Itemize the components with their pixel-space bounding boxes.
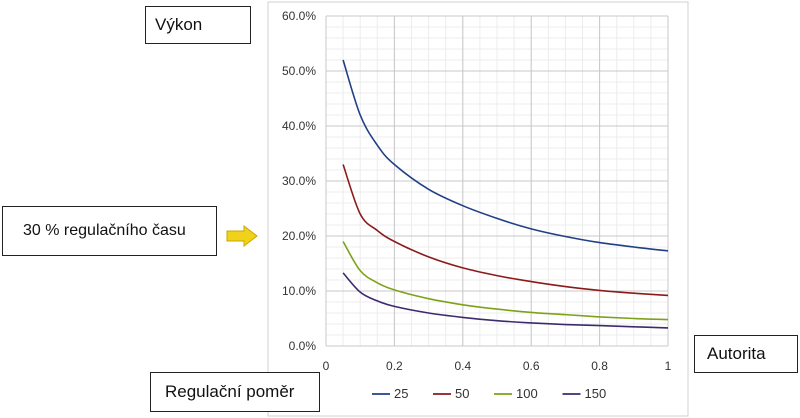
x-axis-label-box: Autorita	[694, 335, 798, 373]
x-tick-label: 0.8	[591, 359, 608, 373]
y-tick-label: 30.0%	[282, 174, 316, 188]
chart-frame	[267, 1, 689, 417]
axes: 0.0% 10.0% 20.0% 30.0% 40.0% 50.0% 60.0% 0 0.2 0.…	[282, 9, 672, 373]
grid	[325, 15, 669, 347]
y-tick-label: 60.0%	[282, 9, 316, 23]
series-line-150	[342, 272, 669, 329]
arrow-right-icon	[226, 225, 258, 247]
legend-label-100: 100	[516, 386, 538, 401]
series-line-25	[342, 59, 669, 252]
note-box: 30 % regulačního času	[2, 206, 217, 256]
y-tick-label: 20.0%	[282, 229, 316, 243]
y-axis-label-box: Výkon	[145, 6, 251, 44]
x-axis-label: Autorita	[707, 344, 766, 363]
arrow-right-shape	[226, 225, 258, 247]
x-tick-label: 0.4	[454, 359, 471, 373]
y-tick-label: 0.0%	[289, 339, 317, 353]
x-tick-label: 0	[323, 359, 330, 373]
x-tick-label: 0.2	[386, 359, 403, 373]
legend-title: Regulační poměr	[165, 382, 295, 401]
series-lines	[342, 59, 669, 329]
y-tick-label: 50.0%	[282, 64, 316, 78]
legend: 25 50 100 150	[372, 386, 606, 401]
note-text: 30 % regulačního času	[23, 222, 186, 239]
legend-label-150: 150	[585, 386, 607, 401]
series-line-100	[342, 241, 669, 321]
x-tick-label: 1	[665, 359, 672, 373]
series-line-50	[342, 164, 669, 297]
y-axis-label: Výkon	[155, 15, 203, 34]
x-tick-label: 0.6	[523, 359, 540, 373]
legend-title-box: Regulační poměr	[150, 372, 320, 412]
y-tick-label: 10.0%	[282, 284, 316, 298]
legend-label-50: 50	[455, 386, 469, 401]
legend-label-25: 25	[394, 386, 408, 401]
y-tick-label: 40.0%	[282, 119, 316, 133]
